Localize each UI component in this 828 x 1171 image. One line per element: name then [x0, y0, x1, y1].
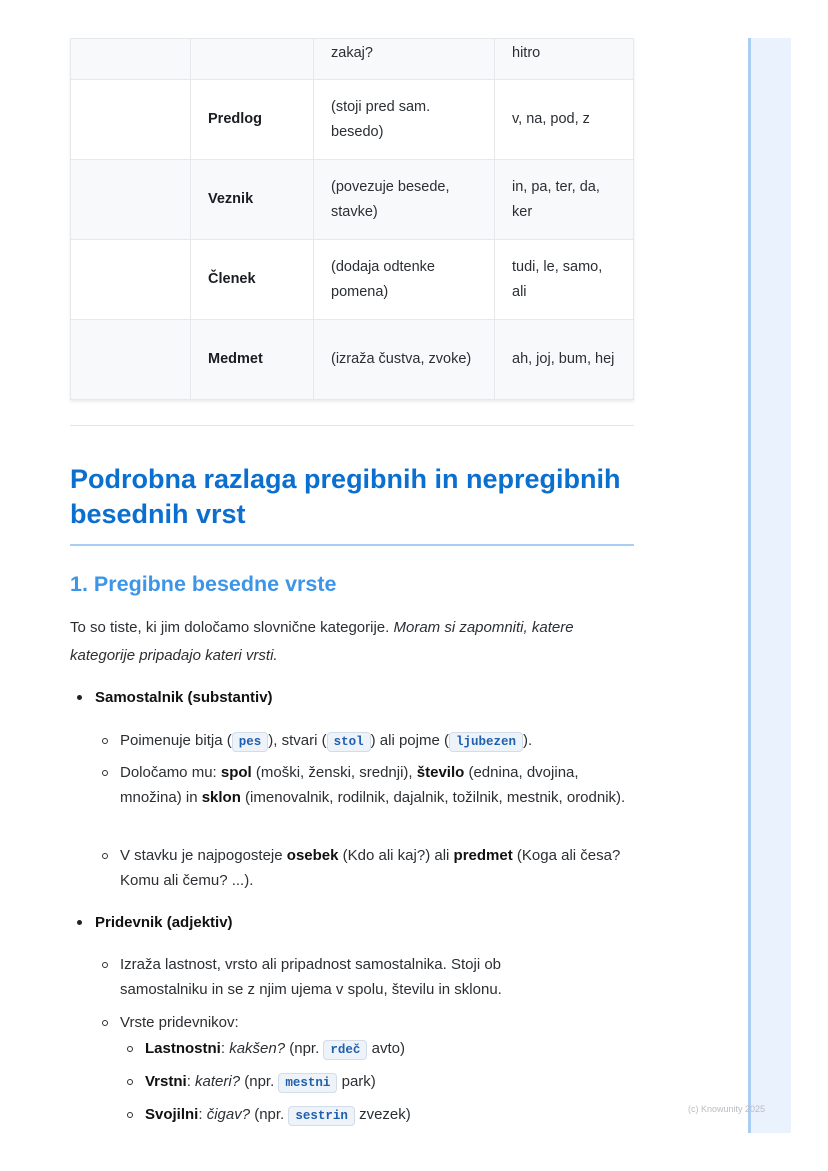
- list-item: Izraža lastnost, vrsto ali pripadnost sa…: [120, 956, 502, 998]
- list-item: Poimenuje bitja (pes), stvari (stol) ali…: [120, 728, 532, 755]
- divider: [70, 425, 634, 426]
- circle-bullet-icon: [127, 1046, 133, 1052]
- circle-bullet-icon: [102, 853, 108, 859]
- circle-bullet-icon: [102, 962, 108, 968]
- list-item: V stavku je najpogosteje osebek (Kdo ali…: [120, 847, 621, 889]
- adjective-type-item: Vrstni: kateri? (npr. mestni park): [145, 1069, 376, 1096]
- circle-bullet-icon: [127, 1079, 133, 1085]
- circle-bullet-icon: [102, 1020, 108, 1026]
- table-row: Medmet (izraža čustva, zvoke) ah, joj, bum…: [70, 319, 634, 400]
- word-types-table: zakaj? hitro Predlog (stoji pred sam. bese…: [70, 38, 634, 400]
- intro-paragraph: To so tiste, ki jim določamo slovnične k…: [70, 619, 574, 664]
- sidebar-divider: [748, 38, 751, 1133]
- list-item: Vrste pridevnikov:: [120, 1014, 239, 1031]
- sidebar-panel: [751, 38, 791, 1133]
- circle-bullet-icon: [102, 738, 108, 744]
- bullet-icon: [77, 695, 82, 700]
- circle-bullet-icon: [127, 1112, 133, 1118]
- adjective-type-item: Lastnostni: kakšen? (npr. rdeč avto): [145, 1036, 405, 1063]
- list-item-pridevnik: Pridevnik (adjektiv): [95, 914, 233, 931]
- list-item-samostalnik: Samostalnik (substantiv): [95, 689, 273, 706]
- table-row: zakaj? hitro: [70, 38, 634, 80]
- section-heading: Podrobna razlaga pregibnih in nepregibni…: [70, 462, 634, 546]
- circle-bullet-icon: [102, 770, 108, 776]
- bullet-icon: [77, 920, 82, 925]
- table-row: Členek (dodaja odtenke pomena) tudi, le, s…: [70, 239, 634, 320]
- table-row: Predlog (stoji pred sam. besedo) v, na, po…: [70, 79, 634, 160]
- watermark: (c) Knowunity 2025: [688, 1104, 766, 1114]
- subsection-heading: 1. Pregibne besedne vrste: [70, 572, 337, 596]
- table-row: Veznik (povezuje besede, stavke) in, pa, t…: [70, 159, 634, 240]
- list-item: Določamo mu: spol (moški, ženski, srednj…: [120, 764, 626, 806]
- adjective-type-item: Svojilni: čigav? (npr. sestrin zvezek): [145, 1102, 411, 1129]
